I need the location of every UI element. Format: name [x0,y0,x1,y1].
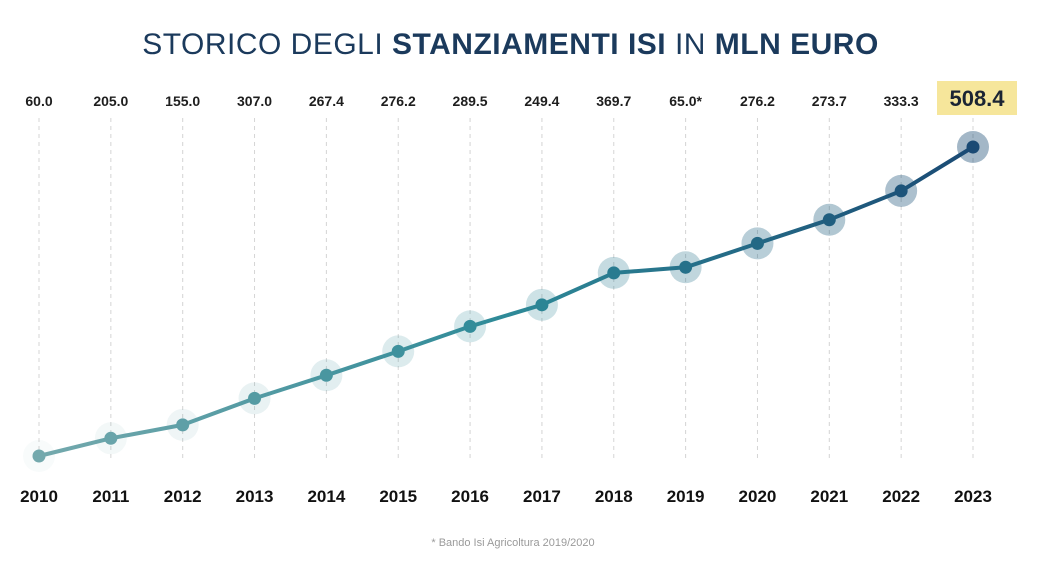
data-point [607,266,621,280]
value-label: 60.0 [25,93,52,109]
value-labels: 60.0 205.0 155.0 307.0 267.4 276.2 289.5 249.4 3… [25,86,1005,111]
data-points [32,140,980,463]
data-point [966,140,980,154]
data-point [750,236,764,250]
value-label: 205.0 [93,93,128,109]
x-tick-label: 2022 [882,487,920,506]
data-point [463,319,477,333]
value-label: 267.4 [309,93,344,109]
data-point [679,260,693,274]
value-label: 65.0* [669,93,702,109]
value-label: 289.5 [453,93,488,109]
x-tick-label: 2023 [954,487,992,506]
x-tick-label: 2016 [451,487,489,506]
value-label: 333.3 [884,93,919,109]
title-part-3: IN [666,28,715,61]
x-tick-label: 2010 [20,487,58,506]
x-tick-label: 2021 [810,487,848,506]
footnote: * Bando Isi Agricoltura 2019/2020 [431,537,595,549]
data-point [176,418,190,432]
gridlines [38,118,974,462]
x-tick-label: 2019 [667,487,705,506]
data-point [535,298,549,312]
value-label: 276.2 [381,93,416,109]
point-halos [23,131,989,472]
highlight-box [937,81,1017,115]
x-tick-label: 2020 [739,487,777,506]
value-label: 273.7 [812,93,847,109]
title-part-4: MLN EURO [714,28,879,61]
data-point [822,213,836,227]
line-chart: 60.0 205.0 155.0 307.0 267.4 276.2 289.5 249.4 3… [20,81,1017,506]
data-point [391,344,405,358]
x-tick-label: 2012 [164,487,202,506]
highlight-layer [937,81,1017,115]
data-point [894,184,908,198]
value-label: 276.2 [740,93,775,109]
chart-title: STORICO DEGLI STANZIAMENTI ISI IN MLN EU… [0,28,1021,62]
data-point [32,449,46,463]
value-label: 369.7 [596,93,631,109]
x-axis-labels: 2010 2011 2012 2013 2014 2015 2016 2017 2018 2019… [20,487,992,506]
x-tick-label: 2011 [92,487,129,506]
value-label: 249.4 [524,93,559,109]
x-tick-label: 2014 [307,487,345,506]
series-line [37,145,975,458]
data-point [248,391,262,405]
value-label: 508.4 [949,86,1005,111]
x-tick-label: 2013 [236,487,274,506]
value-label: 307.0 [237,93,272,109]
data-point [319,368,333,382]
title-part-2: STANZIAMENTI ISI [392,28,667,61]
x-tick-label: 2015 [379,487,417,506]
value-label: 155.0 [165,93,200,109]
title-part-1: STORICO DEGLI [142,28,393,61]
data-point [104,431,118,445]
x-tick-label: 2018 [595,487,633,506]
x-tick-label: 2017 [523,487,561,506]
